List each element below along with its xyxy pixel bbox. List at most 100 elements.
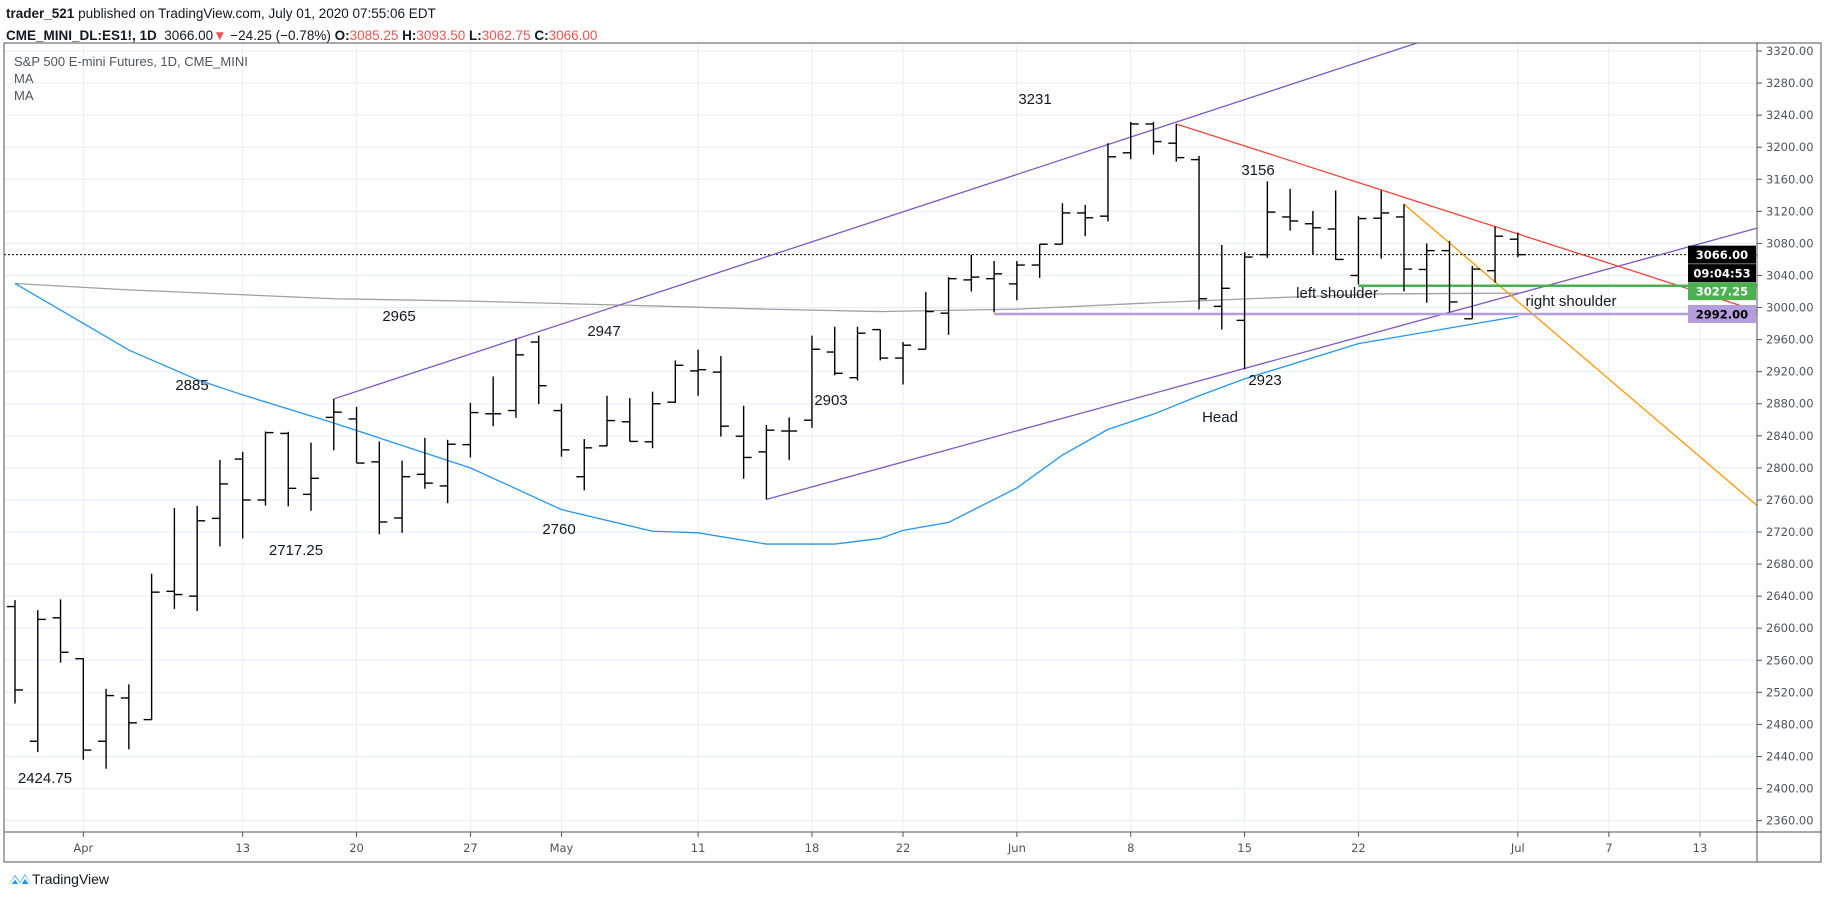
ma-fast-line (14, 282, 1518, 545)
annotation-label: 2947 (587, 323, 620, 340)
low-value: 3062.75 (481, 28, 531, 43)
annotation-label: 2923 (1248, 372, 1281, 389)
ohlc-bar (1373, 190, 1390, 259)
price-change: −24.25 (−0.78%) (230, 28, 331, 43)
y-tick-label: 2640.00 (1766, 589, 1814, 603)
y-tick-label: 3240.00 (1766, 108, 1814, 122)
annotation-label: 2424.75 (18, 770, 72, 787)
annotation-label: 2717.25 (269, 542, 323, 559)
x-tick-label: 27 (463, 841, 478, 855)
y-tick-label: 2480.00 (1766, 717, 1814, 731)
ohlc-bar (29, 610, 46, 753)
ohlc-bar (1509, 232, 1526, 258)
ohlc-bar (553, 403, 570, 457)
ohlc-bar (667, 360, 684, 403)
annotation-label: left shoulder (1296, 285, 1378, 302)
annotation-label: 2903 (814, 392, 847, 409)
ohlc-bar (1122, 121, 1139, 160)
brand-name: TradingView (32, 871, 110, 887)
annotation-label: 2885 (175, 377, 208, 394)
ohlc-bar (1259, 181, 1276, 258)
ohlc-bar (621, 398, 638, 443)
countdown-label: 09:04:53 (1693, 267, 1750, 281)
ohlc-bar (1327, 190, 1344, 261)
ohlc-bar (280, 431, 297, 507)
ohlc-bars (7, 121, 1526, 769)
red-downtrend-line (1176, 123, 1758, 312)
last-price-label-box (1688, 245, 1756, 264)
ohlc-bar (986, 261, 1003, 313)
neckline-price-label-box (1688, 282, 1756, 301)
ohlc-bar (257, 431, 274, 506)
ohlc-bar (758, 424, 775, 500)
ohlc-bar (530, 335, 547, 405)
ohlc-bar (1031, 243, 1048, 278)
upper-channel-line (333, 42, 1418, 400)
ohlc-bar (485, 376, 502, 427)
y-tick-label: 2880.00 (1766, 397, 1814, 411)
ohlc-bar (98, 688, 115, 769)
low-label: L: (469, 28, 482, 43)
symbol-info: CME_MINI_DL:ES1!, 1D 3066.00▼ −24.25 (−0… (6, 28, 597, 43)
moving-averages (14, 282, 1518, 545)
ohlc-bar (75, 657, 92, 760)
y-tick-label: 3200.00 (1766, 140, 1814, 154)
ohlc-bar (439, 439, 456, 504)
author-name[interactable]: trader_521 (6, 6, 75, 21)
y-tick-label: 2920.00 (1766, 365, 1814, 379)
y-tick-label: 2720.00 (1766, 525, 1814, 539)
tradingview-logo[interactable]: TradingView (8, 870, 109, 888)
x-tick-label: Jul (1510, 841, 1525, 855)
legend-ma-2[interactable]: MA (14, 88, 34, 103)
ohlc-bar (1168, 123, 1185, 162)
y-tick-label: 3120.00 (1766, 204, 1814, 218)
annotation-label: 3156 (1241, 162, 1274, 179)
ohlc-bar (781, 417, 798, 460)
ohlc-bar (940, 277, 957, 335)
ohlc-bar (963, 254, 980, 292)
x-tick-label: 18 (805, 841, 820, 855)
y-tick-label: 3280.00 (1766, 76, 1814, 90)
y-tick-label: 2360.00 (1766, 814, 1814, 828)
ohlc-bar (143, 573, 160, 721)
y-tick-label: 2840.00 (1766, 429, 1814, 443)
ohlc-bar (52, 599, 69, 663)
ohlc-bar (895, 342, 912, 385)
annotations: 3231 3156 2965 2947 2885 2903 2717.25 2760 2424.… (18, 91, 1617, 787)
ohlc-bar (1008, 261, 1025, 301)
ohlc-bar (1077, 204, 1094, 237)
ohlc-bar (1054, 203, 1071, 245)
chart-frame (3, 42, 1822, 863)
ohlc-bar (1418, 243, 1435, 303)
ohlc-bar (690, 349, 707, 396)
x-tick-label: 7 (1605, 841, 1612, 855)
support-price-label-box (1688, 304, 1756, 323)
axes[interactable]: 2360.00 2400.00 2440.00 2480.00 2520.00 2560.… (3, 42, 1822, 863)
x-tick-label: Apr (73, 841, 93, 855)
annotation-label: 2760 (542, 521, 575, 538)
ohlc-bar (371, 441, 388, 535)
legend-ma-1[interactable]: MA (14, 71, 34, 86)
annotation-label: Head (1202, 409, 1238, 426)
annotation-label: 3231 (1018, 91, 1051, 108)
y-tick-label: 3000.00 (1766, 301, 1814, 315)
ohlc-bar (735, 405, 752, 479)
y-tick-label: 2560.00 (1766, 653, 1814, 667)
ohlc-bar (7, 600, 23, 704)
ohlc-bar (325, 398, 342, 451)
x-tick-label: 11 (691, 841, 706, 855)
ohlc-bar (1236, 252, 1253, 370)
annotation-label: 2965 (382, 308, 415, 325)
y-tick-label: 2800.00 (1766, 461, 1814, 475)
y-tick-label: 2600.00 (1766, 621, 1814, 635)
ohlc-bar (1099, 143, 1116, 222)
ohlc-bar (599, 395, 616, 447)
x-tick-label: 20 (349, 841, 364, 855)
ohlc-bar (120, 684, 137, 750)
y-tick-label: 3080.00 (1766, 236, 1814, 250)
close-label: C: (534, 28, 549, 43)
ohlc-bar (644, 391, 661, 449)
y-tick-label: 2440.00 (1766, 749, 1814, 763)
ohlc-bar (211, 459, 228, 547)
